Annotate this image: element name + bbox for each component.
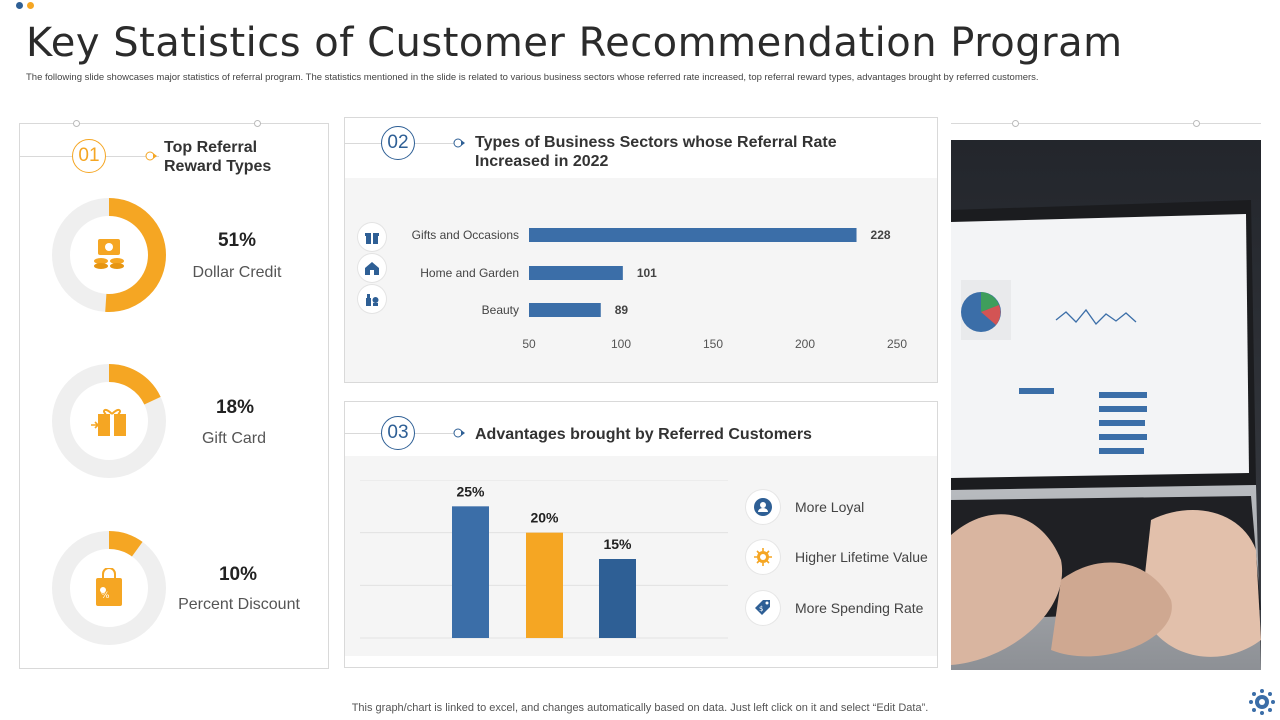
vbar-bar-1	[526, 532, 563, 638]
vbar-bar-2	[599, 559, 636, 638]
advantage-label-0: More Loyal	[795, 499, 865, 515]
advantages-bar-chart: 25% 20% 15%	[360, 480, 728, 639]
hbar-bar-0	[529, 228, 857, 242]
panel3-arrow-icon	[453, 428, 465, 438]
panel2-heading: Types of Business Sectors whose Referral…	[475, 133, 837, 171]
photo-node-right	[1193, 120, 1200, 127]
gift-icon	[358, 223, 386, 251]
donut-arc-2	[52, 531, 166, 645]
panel1-heading-line2: Reward Types	[164, 158, 272, 175]
page-title: Key Statistics of Customer Recommendatio…	[26, 20, 1123, 66]
panel1-connector	[19, 123, 329, 124]
hbar-data-label-0: 228	[871, 228, 891, 242]
footer-note: This graph/chart is linked to excel, and…	[351, 702, 929, 714]
reward-label-1: Gift Card	[201, 430, 266, 447]
gear-icon[interactable]	[1248, 688, 1276, 716]
photo-connector	[951, 123, 1261, 124]
home-icon	[358, 254, 386, 282]
loyal-customer-icon	[746, 490, 780, 524]
panel3-number: 03	[381, 416, 415, 450]
laptop-illustration	[951, 140, 1261, 670]
vbar-data-label-0: 25%	[456, 483, 485, 499]
discount-bag-icon: %	[96, 568, 122, 606]
svg-text:%: %	[101, 591, 110, 601]
reward-label-2: Percent Discount	[178, 596, 300, 613]
donut-2	[52, 531, 166, 645]
reward-value-2: 10%	[218, 564, 258, 585]
advantage-label-1: Higher Lifetime Value	[795, 549, 928, 565]
panel1-arrow-icon	[145, 151, 157, 161]
logo-dots	[16, 2, 34, 9]
panel1-number: 01	[72, 139, 106, 173]
panel2-heading-line1: Types of Business Sectors whose Referral…	[475, 134, 837, 151]
panel2-heading-line2: Increased in 2022	[475, 153, 609, 170]
panel3-chart-area	[345, 456, 937, 656]
vbar-data-label-1: 20%	[530, 510, 559, 526]
hbar-tick-0: 50	[522, 337, 536, 351]
reward-value-0: 51%	[217, 230, 257, 251]
vbar-bar-0	[452, 506, 489, 638]
logo-dot-blue	[16, 2, 23, 9]
hbar-category-1: Home and Garden	[420, 266, 519, 280]
lifetime-value-icon	[746, 540, 780, 574]
hbar-tick-2: 150	[703, 337, 723, 351]
panel3-heading: Advantages brought by Referred Customers	[475, 426, 812, 443]
hbar-tick-4: 250	[887, 337, 907, 351]
donut-arc-0	[52, 198, 166, 312]
donut-1	[52, 364, 166, 478]
panel2-arrow-icon	[453, 138, 465, 148]
spending-tag-icon: $	[746, 591, 780, 625]
page-subtitle: The following slide showcases major stat…	[26, 72, 1039, 83]
reward-value-1: 18%	[215, 397, 255, 418]
hbar-category-0: Gifts and Occasions	[412, 228, 519, 242]
hbar-tick-1: 100	[611, 337, 631, 351]
hbar-category-2: Beauty	[482, 303, 519, 317]
logo-dot-orange	[27, 2, 34, 9]
laptop-photo	[951, 140, 1261, 670]
hbar-data-label-2: 89	[615, 303, 629, 317]
hbar-tick-3: 200	[795, 337, 815, 351]
donut-0	[52, 198, 166, 312]
business-sectors-bar-chart: Gifts and Occasions 228 Home and Garden 101…	[412, 228, 907, 351]
hbar-bar-2	[529, 303, 601, 317]
photo-node-left	[1012, 120, 1019, 127]
beauty-icon	[358, 285, 386, 313]
svg-text:$: $	[759, 605, 763, 613]
panel1-heading-line1: Top Referral	[164, 139, 258, 156]
money-icon	[94, 239, 124, 269]
gift-card-icon	[91, 408, 126, 436]
hbar-data-label-1: 101	[637, 266, 657, 280]
panel1-node-right	[254, 120, 261, 127]
panel2-number: 02	[381, 126, 415, 160]
donut-arc-1	[52, 364, 166, 478]
panel1-heading: Top Referral Reward Types	[164, 138, 271, 176]
panel1-node-left	[73, 120, 80, 127]
hbar-bar-1	[529, 266, 623, 280]
panel2-chart-area	[345, 178, 937, 382]
advantage-label-2: More Spending Rate	[795, 600, 924, 616]
vbar-data-label-2: 15%	[603, 536, 632, 552]
reward-label-0: Dollar Credit	[192, 264, 282, 281]
